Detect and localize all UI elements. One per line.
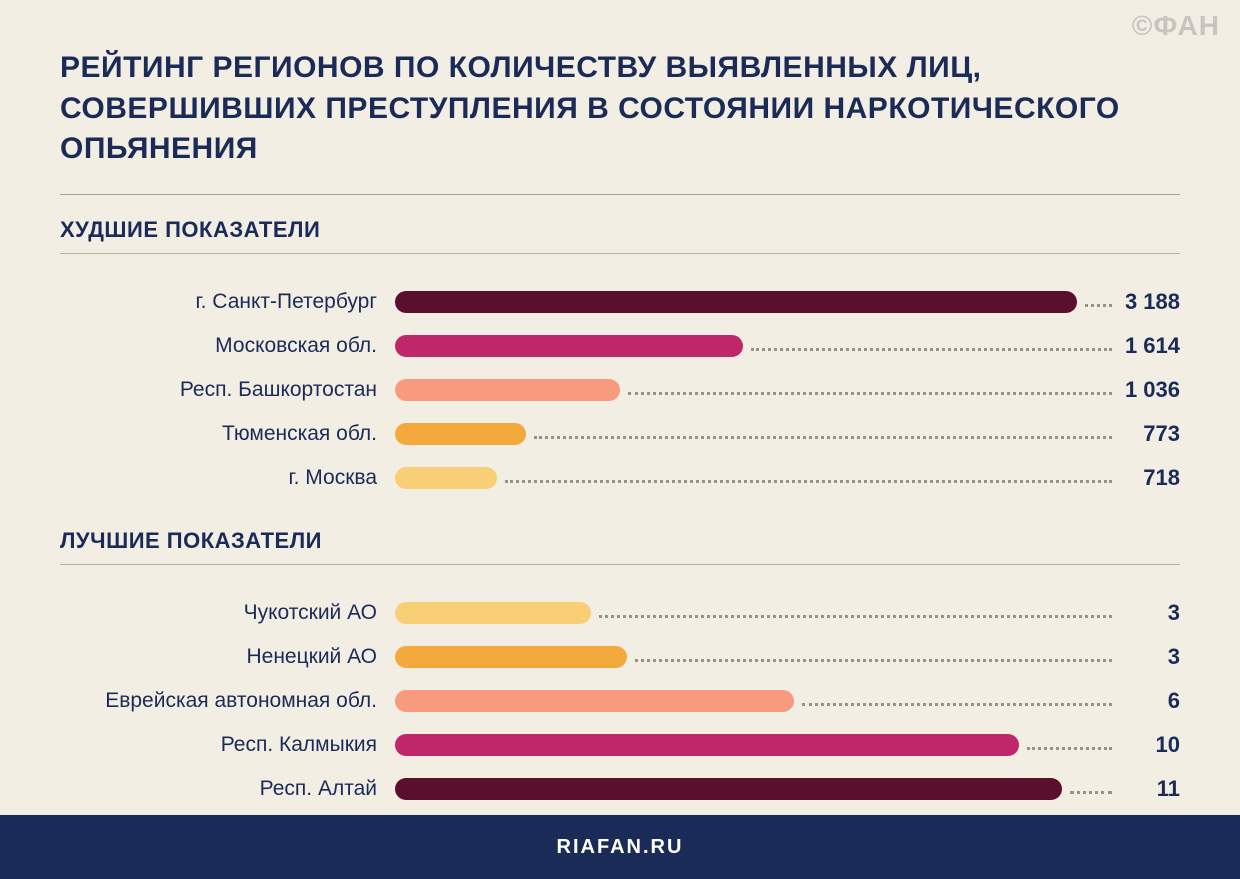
bar-chart: Чукотский АО 3 Ненецкий АО 3 Еврейская автон… (60, 591, 1180, 811)
row-value: 10 (1120, 732, 1180, 758)
chart-row: Тюменская обл. 773 (60, 412, 1180, 456)
bar (395, 291, 1077, 313)
bar-track (395, 778, 1120, 800)
row-label: Чукотский АО (60, 601, 395, 625)
row-label: Респ. Калмыкия (60, 733, 395, 757)
row-label: г. Москва (60, 466, 395, 490)
dot-leader (1085, 304, 1113, 307)
chart-row: Ненецкий АО 3 (60, 635, 1180, 679)
bar-track (395, 291, 1120, 313)
dot-leader (534, 436, 1113, 439)
section-divider (60, 564, 1180, 565)
row-label: Ненецкий АО (60, 645, 395, 669)
dot-leader (628, 392, 1112, 395)
bar-track (395, 379, 1120, 401)
bar (395, 734, 1019, 756)
bar-track (395, 423, 1120, 445)
watermark: ©ФАН (1132, 10, 1220, 42)
row-value: 718 (1120, 465, 1180, 491)
section-title: ХУДШИЕ ПОКАЗАТЕЛИ (60, 217, 1180, 243)
bar-track (395, 467, 1120, 489)
dot-leader (802, 703, 1112, 706)
chart-row: Респ. Калмыкия 10 (60, 723, 1180, 767)
dot-leader (1027, 747, 1113, 750)
row-label: Респ. Башкортостан (60, 378, 395, 402)
bar (395, 379, 620, 401)
chart-row: Московская обл. 1 614 (60, 324, 1180, 368)
section-title: ЛУЧШИЕ ПОКАЗАТЕЛИ (60, 528, 1180, 554)
chart-row: Респ. Алтай 11 (60, 767, 1180, 811)
row-value: 3 (1120, 600, 1180, 626)
row-value: 1 036 (1120, 377, 1180, 403)
chart-row: г. Москва 718 (60, 456, 1180, 500)
row-label: г. Санкт-Петербург (60, 290, 395, 314)
row-value: 773 (1120, 421, 1180, 447)
bar (395, 778, 1062, 800)
footer: RIAFAN.RU (0, 815, 1240, 879)
row-value: 3 188 (1120, 289, 1180, 315)
section-divider (60, 253, 1180, 254)
bar (395, 335, 743, 357)
title-divider (60, 194, 1180, 195)
chart-row: Респ. Башкортостан 1 036 (60, 368, 1180, 412)
dot-leader (751, 348, 1112, 351)
row-value: 11 (1120, 776, 1180, 802)
bar (395, 467, 497, 489)
bar (395, 602, 591, 624)
row-label: Тюменская обл. (60, 422, 395, 446)
bar (395, 646, 627, 668)
chart-row: Еврейская автономная обл. 6 (60, 679, 1180, 723)
chart-row: Чукотский АО 3 (60, 591, 1180, 635)
main-container: РЕЙТИНГ РЕГИОНОВ ПО КОЛИЧЕСТВУ ВЫЯВЛЕННЫ… (0, 0, 1240, 811)
page-title: РЕЙТИНГ РЕГИОНОВ ПО КОЛИЧЕСТВУ ВЫЯВЛЕННЫ… (60, 48, 1180, 170)
bar (395, 690, 794, 712)
bar-track (395, 646, 1120, 668)
bar (395, 423, 526, 445)
row-label: Респ. Алтай (60, 777, 395, 801)
dot-leader (1070, 791, 1112, 794)
chart-row: г. Санкт-Петербург 3 188 (60, 280, 1180, 324)
row-value: 1 614 (1120, 333, 1180, 359)
dot-leader (505, 480, 1113, 483)
footer-text: RIAFAN.RU (557, 836, 684, 859)
bar-track (395, 690, 1120, 712)
bar-track (395, 335, 1120, 357)
row-label: Московская обл. (60, 334, 395, 358)
row-label: Еврейская автономная обл. (60, 689, 395, 713)
dot-leader (635, 659, 1112, 662)
bar-track (395, 734, 1120, 756)
bar-chart: г. Санкт-Петербург 3 188 Московская обл. 1 … (60, 280, 1180, 500)
row-value: 3 (1120, 644, 1180, 670)
bar-track (395, 602, 1120, 624)
dot-leader (599, 615, 1112, 618)
row-value: 6 (1120, 688, 1180, 714)
